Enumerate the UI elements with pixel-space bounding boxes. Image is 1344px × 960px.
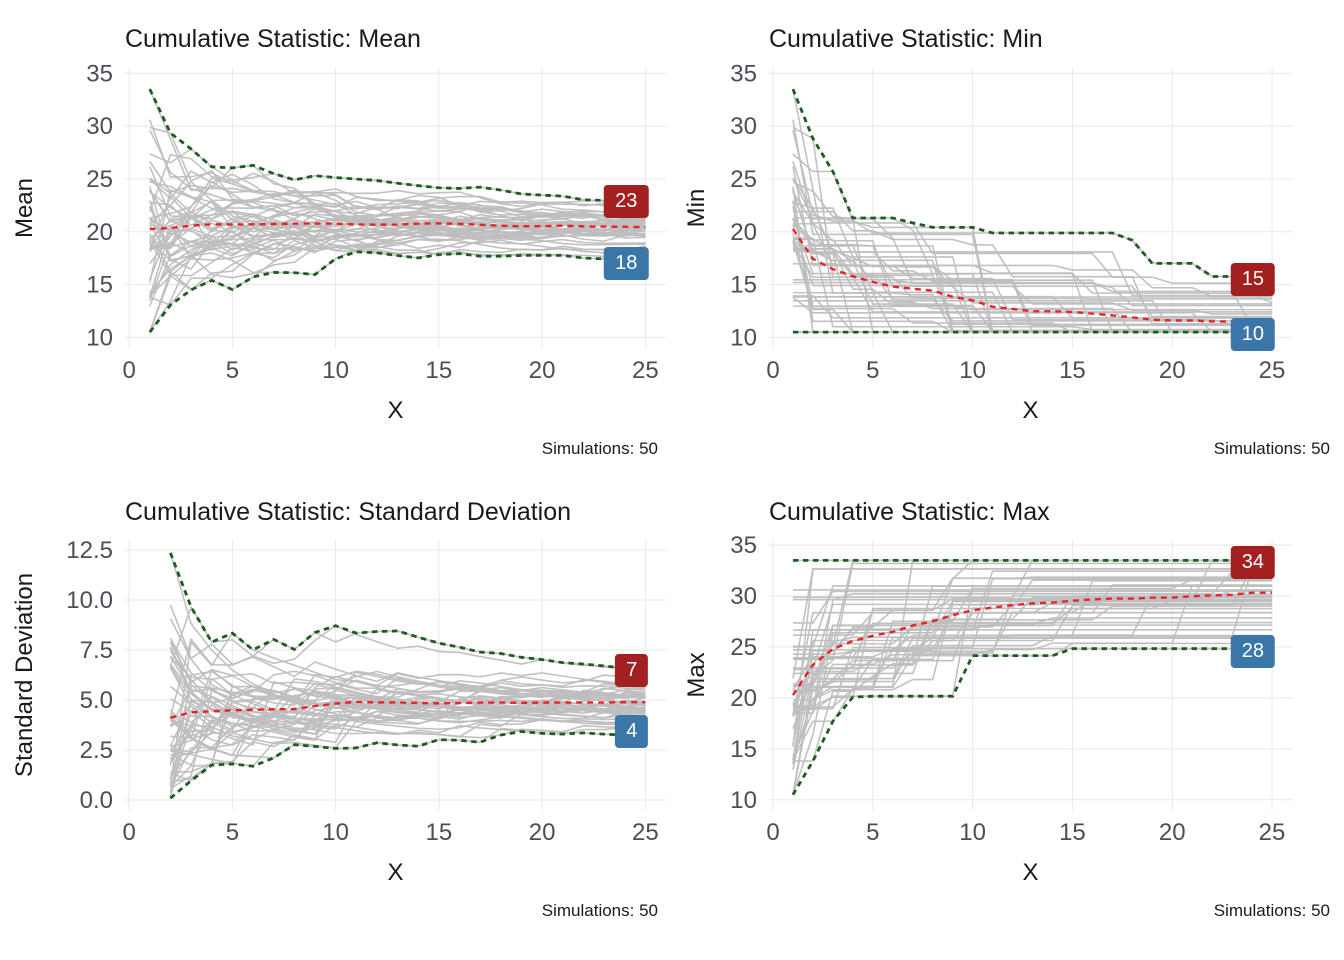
svg-text:15: 15 [426,357,453,384]
svg-text:0.0: 0.0 [80,787,113,814]
svg-text:15: 15 [426,819,453,846]
svg-text:25: 25 [632,819,659,846]
svg-text:30: 30 [86,113,113,140]
svg-text:Mean: Mean [11,178,38,238]
svg-text:15: 15 [730,272,757,299]
svg-text:35: 35 [730,60,757,87]
svg-text:30: 30 [730,583,757,610]
svg-text:0: 0 [766,357,779,384]
svg-text:0: 0 [122,357,135,384]
svg-text:35: 35 [86,60,113,87]
svg-text:5: 5 [866,819,879,846]
svg-text:25: 25 [1259,819,1286,846]
svg-text:35: 35 [730,532,757,559]
svg-text:25: 25 [86,166,113,193]
svg-text:Min: Min [683,189,710,228]
svg-text:10: 10 [730,324,757,351]
svg-text:10: 10 [959,357,986,384]
svg-text:20: 20 [1159,357,1186,384]
svg-text:10: 10 [86,324,113,351]
svg-text:X: X [387,397,403,424]
svg-text:25: 25 [1259,357,1286,384]
svg-text:5.0: 5.0 [80,687,113,714]
svg-text:20: 20 [1159,819,1186,846]
svg-text:5: 5 [226,819,239,846]
svg-text:X: X [387,859,403,886]
svg-text:12.5: 12.5 [66,537,113,564]
svg-text:15: 15 [1059,357,1086,384]
svg-text:20: 20 [529,357,556,384]
svg-text:X: X [1022,859,1038,886]
svg-text:0: 0 [122,819,135,846]
svg-text:25: 25 [730,166,757,193]
svg-text:20: 20 [730,219,757,246]
svg-text:5: 5 [866,357,879,384]
svg-text:25: 25 [730,634,757,661]
svg-text:0: 0 [766,819,779,846]
svg-text:20: 20 [529,819,556,846]
svg-text:15: 15 [86,272,113,299]
svg-text:10: 10 [322,357,349,384]
svg-text:15: 15 [730,736,757,763]
svg-text:30: 30 [730,113,757,140]
svg-text:20: 20 [730,685,757,712]
svg-text:Max: Max [683,652,710,697]
svg-text:10: 10 [730,787,757,814]
svg-text:Standard Deviation: Standard Deviation [11,573,38,777]
svg-text:5: 5 [226,357,239,384]
svg-text:2.5: 2.5 [80,737,113,764]
svg-text:25: 25 [632,357,659,384]
svg-text:X: X [1022,397,1038,424]
svg-text:10: 10 [959,819,986,846]
svg-text:7.5: 7.5 [80,637,113,664]
svg-text:10.0: 10.0 [66,587,113,614]
svg-text:15: 15 [1059,819,1086,846]
svg-text:10: 10 [322,819,349,846]
svg-text:20: 20 [86,219,113,246]
